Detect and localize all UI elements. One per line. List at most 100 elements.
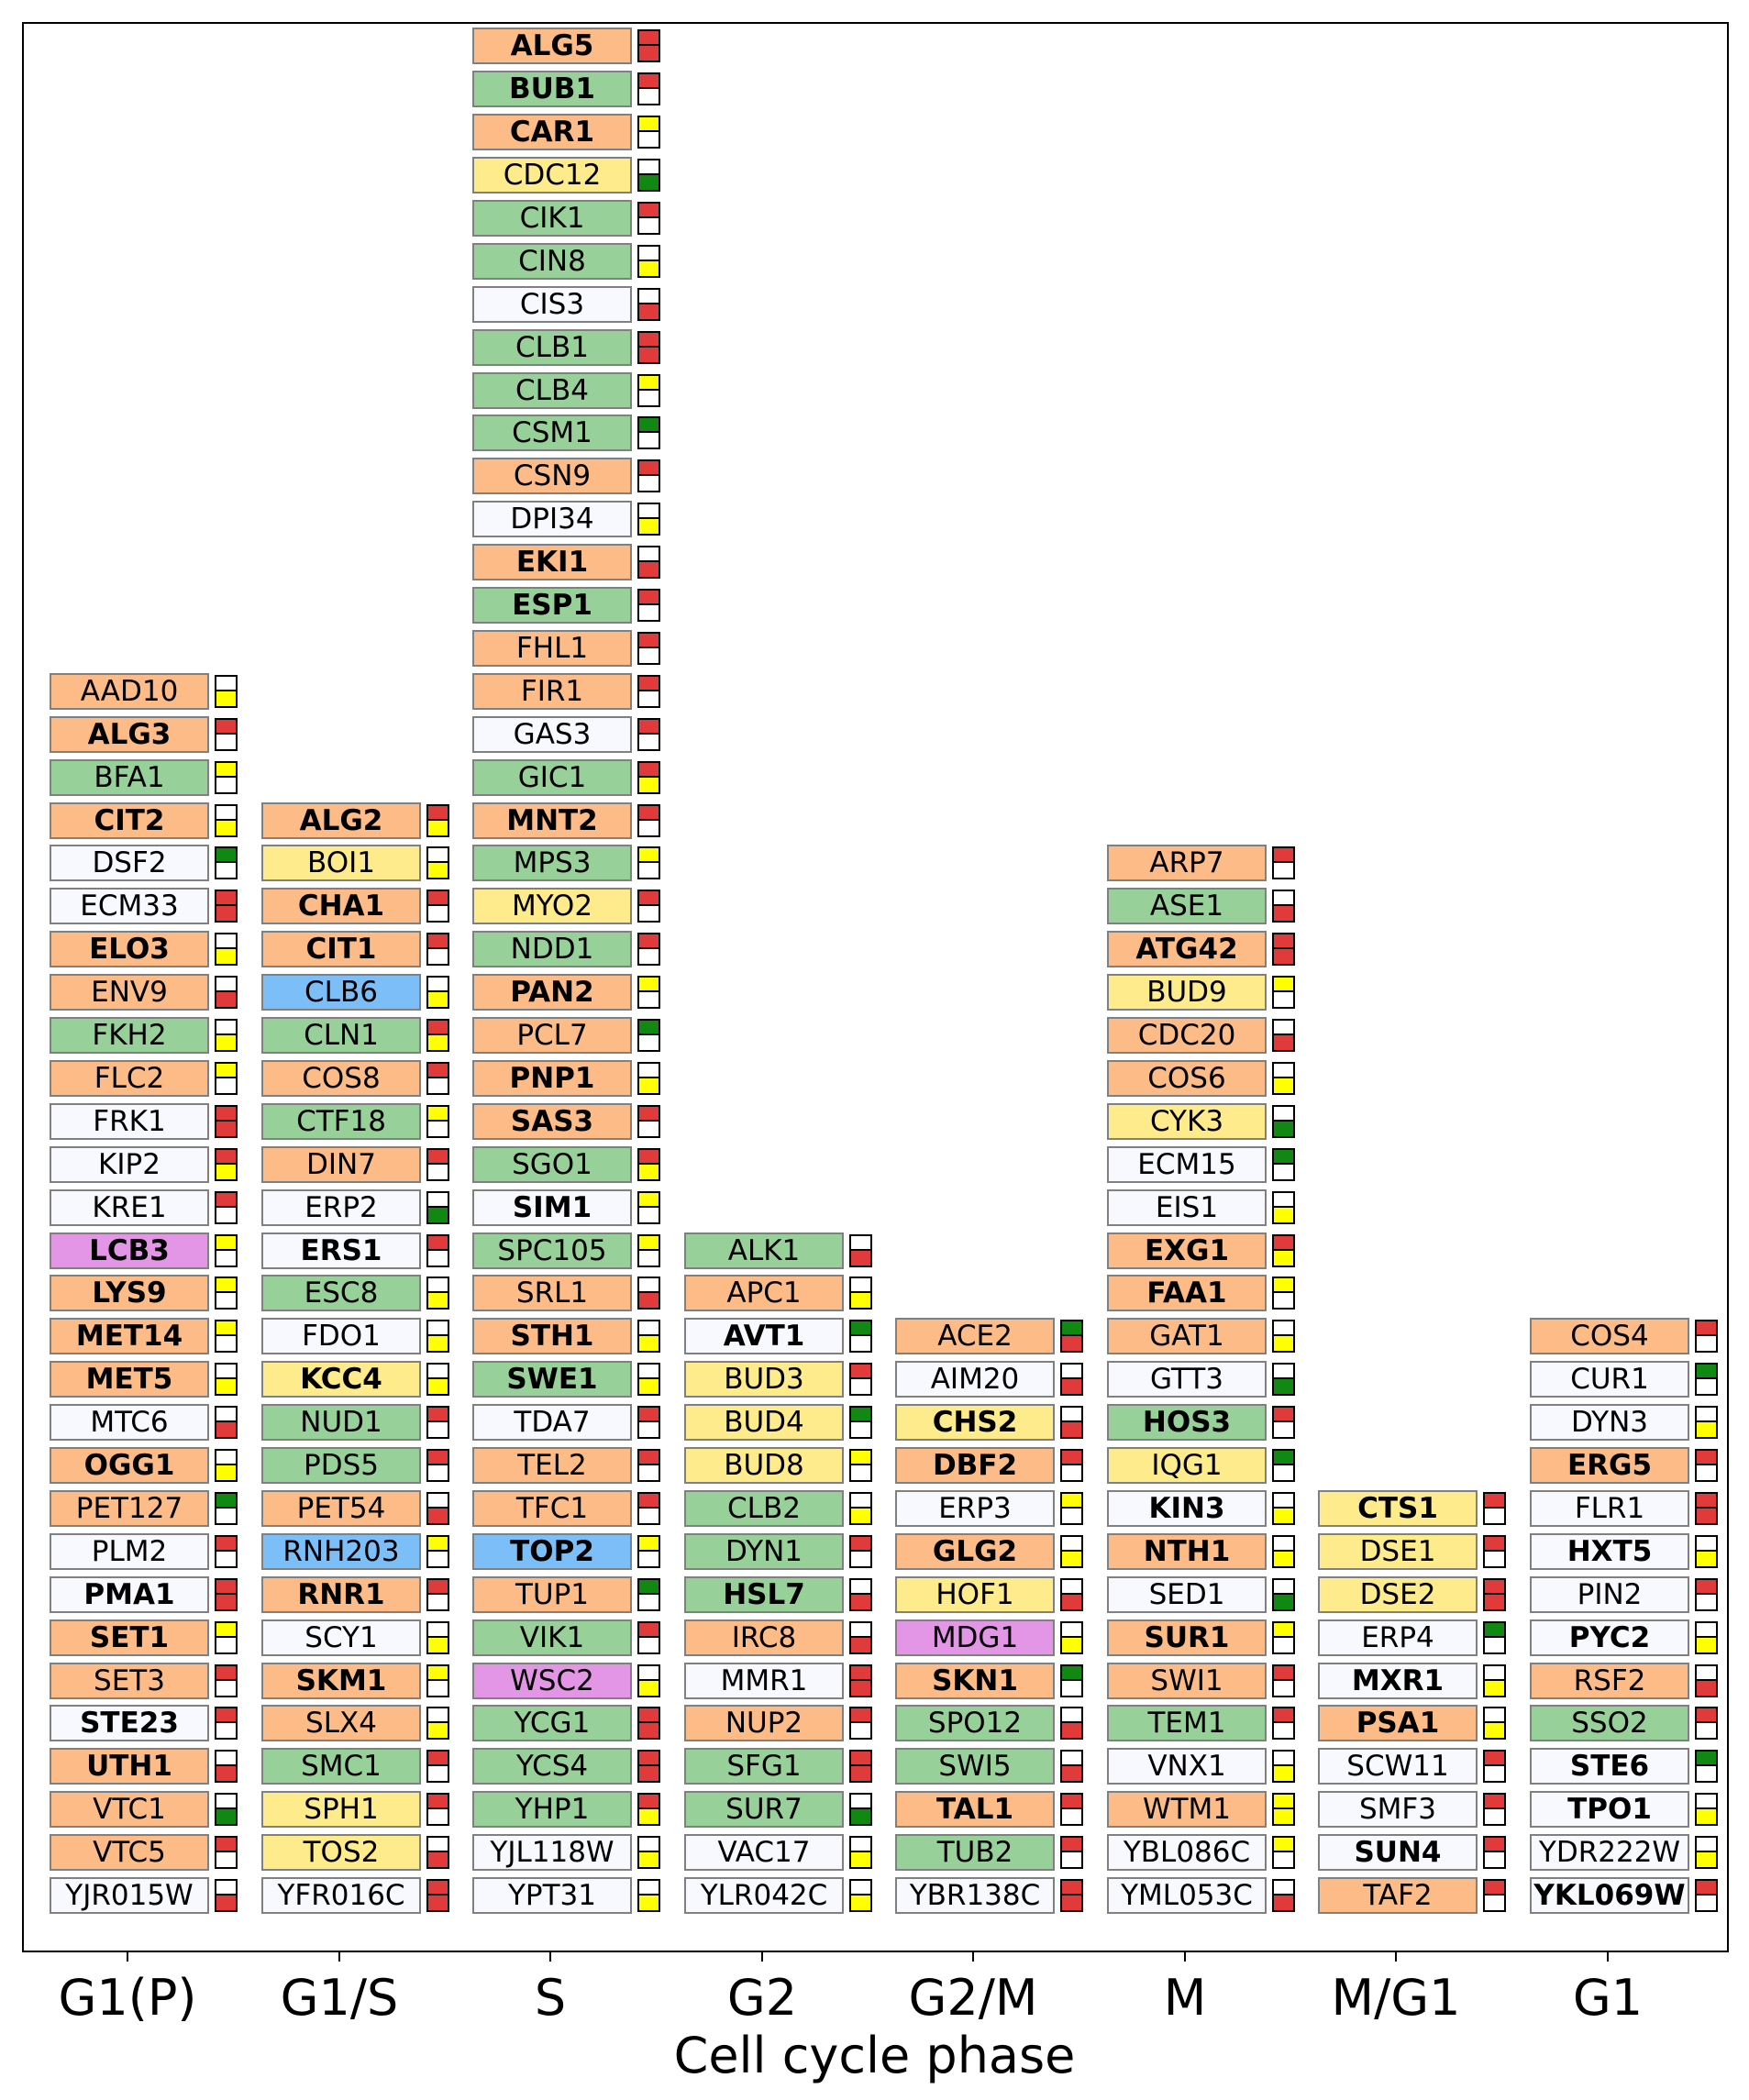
indicator-top-half <box>216 1622 236 1638</box>
indicator-top-half <box>216 1536 236 1552</box>
indicator-bottom-half <box>1274 1852 1293 1868</box>
indicator-top-half <box>428 805 448 821</box>
indicator-top-half <box>639 1149 659 1165</box>
regulation-indicator <box>849 1577 872 1611</box>
regulation-indicator <box>215 1233 238 1267</box>
gene-label: TAF2 <box>1318 1877 1478 1914</box>
indicator-bottom-half <box>639 1723 659 1739</box>
regulation-indicator <box>849 1406 872 1440</box>
regulation-indicator <box>215 1534 238 1568</box>
regulation-indicator <box>215 933 238 967</box>
regulation-indicator <box>426 1190 449 1224</box>
gene-label: YPT31 <box>472 1877 632 1914</box>
indicator-bottom-half <box>1274 1379 1293 1395</box>
indicator-bottom-half <box>1274 1293 1293 1309</box>
gene-label: TEM1 <box>1107 1705 1267 1742</box>
gene-label: NUP2 <box>684 1705 844 1742</box>
gene-label: ASE1 <box>1107 888 1267 925</box>
regulation-indicator <box>637 1190 660 1224</box>
indicator-top-half <box>216 719 236 735</box>
gene-label: CYK3 <box>1107 1102 1267 1140</box>
indicator-bottom-half <box>1274 992 1293 1008</box>
regulation-indicator <box>426 1019 449 1052</box>
regulation-indicator <box>1695 1534 1718 1568</box>
regulation-indicator <box>426 1750 449 1784</box>
gene-label: TOP2 <box>472 1532 632 1570</box>
indicator-top-half <box>639 375 659 391</box>
indicator-bottom-half <box>639 304 659 319</box>
regulation-indicator <box>637 933 660 967</box>
regulation-indicator <box>426 890 449 923</box>
gene-label: DYN1 <box>684 1532 844 1570</box>
indicator-bottom-half <box>1274 1164 1293 1179</box>
indicator-bottom-half <box>1697 1766 1716 1782</box>
gene-label: COS4 <box>1530 1318 1689 1355</box>
gene-label: GIC1 <box>472 758 632 796</box>
gene-label: YCS4 <box>472 1748 632 1785</box>
indicator-bottom-half <box>1697 1551 1716 1566</box>
regulation-indicator <box>215 1190 238 1224</box>
indicator-top-half <box>428 934 448 950</box>
gene-label: CTF18 <box>261 1102 421 1140</box>
gene-label: CHS2 <box>895 1404 1055 1442</box>
gene-label: ATG42 <box>1107 931 1267 968</box>
indicator-bottom-half <box>428 1809 448 1825</box>
indicator-top-half <box>851 1795 870 1810</box>
regulation-indicator <box>637 890 660 923</box>
regulation-indicator <box>637 159 660 192</box>
indicator-top-half <box>1274 1408 1293 1423</box>
indicator-bottom-half <box>1697 1594 1716 1609</box>
indicator-top-half <box>1062 1752 1081 1767</box>
indicator-bottom-half <box>1062 1422 1081 1438</box>
indicator-top-half <box>216 1408 236 1423</box>
gene-label: FLR1 <box>1530 1489 1689 1527</box>
indicator-top-half <box>851 1451 870 1465</box>
indicator-top-half <box>1062 1881 1081 1896</box>
gene-label: CIS3 <box>472 285 632 323</box>
regulation-indicator <box>1060 1620 1083 1654</box>
regulation-indicator <box>215 1707 238 1741</box>
gene-label: SKN1 <box>895 1662 1055 1699</box>
indicator-bottom-half <box>1274 1035 1293 1050</box>
regulation-indicator <box>1060 1406 1083 1440</box>
indicator-top-half <box>851 1408 870 1423</box>
indicator-top-half <box>1274 1579 1293 1595</box>
indicator-top-half <box>428 1321 448 1337</box>
indicator-top-half <box>639 1536 659 1552</box>
gene-label: TEL2 <box>472 1447 632 1484</box>
indicator-bottom-half <box>639 1594 659 1609</box>
indicator-bottom-half <box>428 1766 448 1782</box>
indicator-top-half <box>1697 1536 1716 1552</box>
indicator-top-half <box>216 762 236 778</box>
indicator-top-half <box>216 1752 236 1767</box>
indicator-top-half <box>428 1278 448 1294</box>
indicator-top-half <box>851 1622 870 1638</box>
regulation-indicator <box>637 976 660 1010</box>
regulation-indicator <box>1272 1534 1295 1568</box>
indicator-top-half <box>639 891 659 907</box>
indicator-bottom-half <box>1697 1336 1716 1352</box>
indicator-bottom-half <box>428 1379 448 1395</box>
indicator-top-half <box>639 934 659 950</box>
regulation-indicator <box>637 287 660 321</box>
regulation-indicator <box>1272 1836 1295 1870</box>
indicator-top-half <box>1274 1838 1293 1853</box>
indicator-bottom-half <box>1274 1121 1293 1136</box>
gene-label: COS8 <box>261 1059 421 1097</box>
gene-label: CLB4 <box>472 371 632 409</box>
indicator-bottom-half <box>1274 1465 1293 1480</box>
regulation-indicator <box>1272 1061 1295 1095</box>
regulation-indicator <box>1483 1836 1506 1870</box>
indicator-bottom-half <box>851 1766 870 1782</box>
gene-label: WTM1 <box>1107 1791 1267 1829</box>
indicator-top-half <box>1062 1622 1081 1638</box>
indicator-top-half <box>639 1321 659 1337</box>
regulation-indicator <box>1060 1879 1083 1912</box>
indicator-bottom-half <box>1274 1637 1293 1652</box>
indicator-top-half <box>428 1536 448 1552</box>
gene-label: PAN2 <box>472 974 632 1011</box>
regulation-indicator <box>637 1793 660 1827</box>
indicator-top-half <box>1485 1579 1504 1595</box>
regulation-indicator <box>1060 1707 1083 1741</box>
gene-label: YLR042C <box>684 1877 844 1914</box>
